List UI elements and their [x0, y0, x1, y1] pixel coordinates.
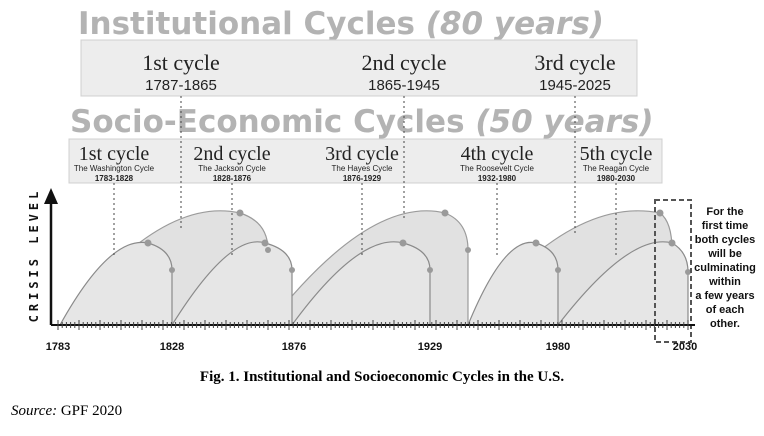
socio-cycle-3: 3rd cycle The Hayes Cycle 1876-1929 — [325, 143, 399, 183]
socio-curve-4 — [467, 241, 559, 326]
socio-cycle-subtitle: The Hayes Cycle — [332, 164, 393, 173]
peak-marker — [441, 209, 449, 217]
convergence-note: For the first time both cycles will be c… — [694, 206, 756, 330]
peak-markers — [144, 209, 691, 275]
socio-cycle-5: 5th cycle The Reagan Cycle 1980-2030 — [580, 143, 653, 183]
peak-marker — [685, 269, 691, 275]
socio-cycle-subtitle: The Roosevelt Cycle — [460, 164, 534, 173]
socio-cycle-subtitle: The Reagan Cycle — [583, 164, 650, 173]
x-tick-label: 1783 — [46, 341, 70, 353]
socio-cycle-subtitle: The Jackson Cycle — [198, 164, 266, 173]
x-tick-label: 1929 — [418, 341, 442, 353]
peak-marker — [465, 247, 471, 253]
source-label: Source: — [11, 403, 58, 419]
institutional-title: Institutional Cycles (80 years) — [78, 6, 604, 42]
socio-curve-1 — [58, 241, 173, 326]
cycles-diagram: Institutional Cycles (80 years) 1st cycl… — [27, 6, 756, 353]
y-axis-arrow — [44, 188, 58, 204]
x-tick-label: 2030 — [673, 341, 697, 353]
socio-cycle-name: 3rd cycle — [325, 143, 399, 165]
source-text: GPF 2020 — [60, 403, 123, 419]
peak-marker — [532, 239, 540, 247]
socio-cycle-name: 4th cycle — [461, 143, 534, 165]
x-axis-labels: 1783 1828 1876 1929 1980 2030 — [46, 341, 697, 353]
peak-marker — [265, 247, 271, 253]
peak-marker — [169, 267, 175, 273]
socio-cycle-4: 4th cycle The Roosevelt Cycle 1932-1980 — [460, 143, 534, 183]
x-tick-label: 1980 — [546, 341, 570, 353]
institutional-cycle-name: 3rd cycle — [534, 50, 615, 75]
peak-marker — [144, 239, 152, 247]
institutional-cycle-years: 1787-1865 — [145, 77, 217, 94]
peak-marker — [656, 209, 664, 217]
socio-cycle-2: 2nd cycle The Jackson Cycle 1828-1876 — [193, 143, 270, 183]
socio-cycle-name: 5th cycle — [580, 143, 653, 165]
socio-cycle-years: 1876-1929 — [343, 174, 382, 183]
socio-cycle-name: 1st cycle — [79, 143, 150, 165]
socio-economic-title: Socio-Economic Cycles (50 years) — [70, 104, 654, 140]
peak-marker — [289, 267, 295, 273]
note-line: of each — [706, 304, 745, 316]
peak-marker — [399, 239, 407, 247]
figure-source: Source: GPF 2020 — [11, 403, 122, 420]
note-line: a few years — [695, 290, 754, 302]
institutional-cycle-years: 1945-2025 — [539, 77, 611, 94]
note-line: both cycles — [695, 234, 756, 246]
note-line: For the — [706, 206, 743, 218]
note-line: other. — [710, 318, 740, 330]
peak-marker — [555, 267, 561, 273]
peak-marker — [427, 267, 433, 273]
note-line: within — [708, 276, 741, 288]
note-line: first time — [702, 220, 748, 232]
socio-cycle-name: 2nd cycle — [193, 143, 270, 165]
note-line: will be — [707, 248, 742, 260]
institutional-cycle-1: 1st cycle 1787-1865 — [142, 50, 220, 94]
x-axis-ticks — [57, 320, 689, 330]
institutional-cycles-box — [80, 39, 638, 97]
socio-cycle-years: 1828-1876 — [213, 174, 252, 183]
socio-cycle-subtitle: The Washington Cycle — [74, 164, 155, 173]
peak-marker — [236, 209, 244, 217]
figure-caption: Fig. 1. Institutional and Socioeconomic … — [199, 369, 565, 385]
socio-cycle-years: 1980-2030 — [597, 174, 636, 183]
socio-cycle-years: 1932-1980 — [478, 174, 517, 183]
socio-cycles-box — [68, 138, 663, 184]
institutional-cycle-name: 1st cycle — [142, 50, 220, 75]
institutional-cycle-name: 2nd cycle — [362, 50, 447, 75]
socio-cycle-years: 1783-1828 — [95, 174, 134, 183]
y-axis-label: CRISIS LEVEL — [27, 188, 41, 323]
institutional-cycle-3: 3rd cycle 1945-2025 — [534, 50, 615, 94]
peak-marker — [261, 239, 269, 247]
convergence-highlight-box — [654, 199, 692, 343]
socio-cycle-1: 1st cycle The Washington Cycle 1783-1828 — [74, 143, 155, 183]
institutional-cycle-years: 1865-1945 — [368, 77, 440, 94]
leader-lines — [113, 96, 617, 258]
note-line: culminating — [694, 262, 756, 274]
x-tick-label: 1876 — [282, 341, 306, 353]
x-tick-label: 1828 — [160, 341, 184, 353]
institutional-cycle-2: 2nd cycle 1865-1945 — [362, 50, 447, 94]
peak-marker — [668, 239, 676, 247]
